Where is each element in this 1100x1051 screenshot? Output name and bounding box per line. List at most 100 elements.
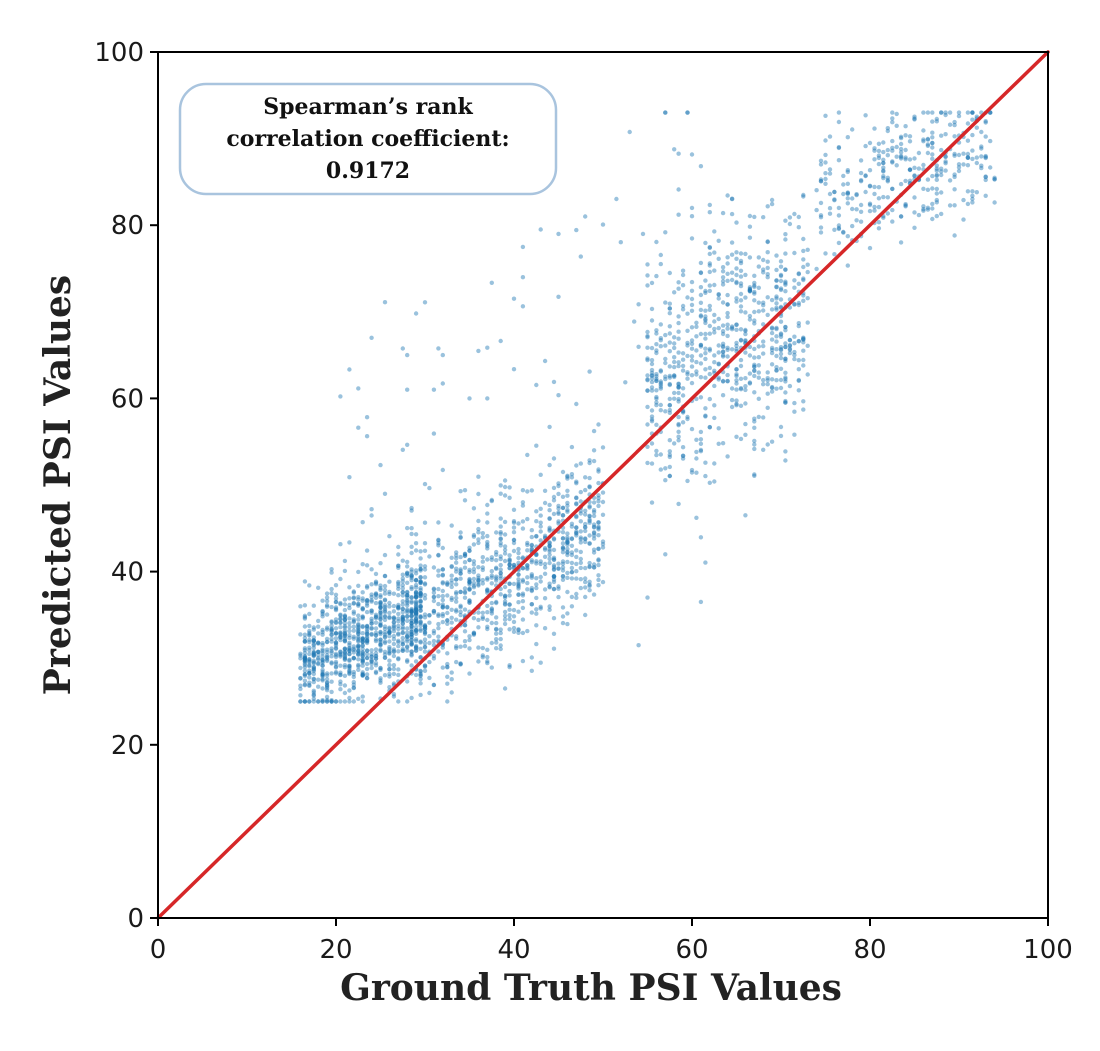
data-point xyxy=(591,592,597,597)
data-point xyxy=(529,528,534,533)
data-point xyxy=(836,213,842,218)
data-point xyxy=(373,656,379,661)
data-point xyxy=(979,146,984,151)
data-point xyxy=(342,617,348,622)
data-point xyxy=(645,283,650,288)
data-point xyxy=(591,533,597,538)
data-point xyxy=(445,593,450,598)
data-point xyxy=(445,681,450,686)
data-point xyxy=(413,645,419,650)
data-point xyxy=(311,666,316,671)
data-point xyxy=(382,598,388,603)
data-point xyxy=(320,667,325,673)
data-point xyxy=(378,600,383,605)
data-point xyxy=(364,598,370,603)
data-point xyxy=(356,643,361,648)
data-point xyxy=(311,658,316,663)
data-point xyxy=(369,599,374,604)
data-point xyxy=(405,593,410,598)
data-point xyxy=(516,577,521,582)
data-point xyxy=(934,177,939,182)
data-point xyxy=(689,426,695,432)
data-point xyxy=(525,548,530,553)
data-point xyxy=(307,628,312,634)
data-point xyxy=(574,554,579,560)
data-point xyxy=(547,516,552,521)
data-point xyxy=(311,692,316,697)
data-point xyxy=(725,314,730,320)
data-point xyxy=(529,575,534,580)
annotation-line-1: Spearman’s rank xyxy=(263,94,473,120)
data-point xyxy=(565,540,570,545)
data-point xyxy=(551,573,557,579)
data-point xyxy=(858,178,864,183)
data-point xyxy=(338,635,343,640)
data-point xyxy=(454,550,459,555)
data-point xyxy=(360,653,365,658)
data-point xyxy=(378,561,383,566)
data-point xyxy=(565,493,570,498)
data-point xyxy=(542,547,548,552)
data-point xyxy=(583,525,588,530)
data-point xyxy=(712,360,717,365)
data-point xyxy=(356,631,361,636)
data-point xyxy=(409,575,414,580)
data-point xyxy=(845,181,850,186)
data-point xyxy=(480,531,485,536)
data-point xyxy=(324,694,330,700)
data-point xyxy=(738,298,744,303)
data-point xyxy=(756,375,761,380)
data-point xyxy=(405,639,410,644)
data-point xyxy=(445,621,450,626)
data-point xyxy=(364,666,370,672)
data-point xyxy=(689,325,695,330)
data-point xyxy=(405,634,410,639)
data-point xyxy=(841,229,846,235)
data-point xyxy=(783,400,788,405)
data-point xyxy=(400,630,405,636)
data-point xyxy=(467,634,472,639)
data-point xyxy=(454,556,459,561)
data-point xyxy=(307,657,312,662)
data-point xyxy=(654,372,659,377)
data-point xyxy=(409,599,414,604)
data-point xyxy=(716,343,721,348)
data-point xyxy=(302,655,308,661)
data-point xyxy=(391,591,397,596)
data-point xyxy=(663,356,668,362)
data-point xyxy=(498,646,503,652)
data-point xyxy=(747,381,753,386)
data-point xyxy=(360,637,365,642)
data-point xyxy=(560,505,566,511)
data-point xyxy=(921,139,926,144)
plot-frame xyxy=(157,51,1049,919)
data-point xyxy=(396,649,401,654)
data-point xyxy=(890,186,895,191)
data-point xyxy=(587,588,592,593)
data-point xyxy=(324,639,330,645)
data-point xyxy=(663,230,668,235)
data-point xyxy=(413,619,419,624)
data-point xyxy=(796,338,801,344)
data-point xyxy=(551,574,557,579)
data-point xyxy=(431,586,437,591)
data-point xyxy=(596,562,601,568)
data-point xyxy=(422,624,428,629)
data-point xyxy=(654,394,659,400)
data-point xyxy=(654,374,659,379)
data-point xyxy=(324,658,330,664)
data-point xyxy=(525,563,530,568)
data-point xyxy=(440,613,445,619)
data-point xyxy=(360,663,365,668)
data-point xyxy=(409,613,414,619)
data-point xyxy=(792,352,797,358)
data-point xyxy=(396,604,401,610)
data-point xyxy=(373,595,379,600)
data-point xyxy=(320,627,325,633)
data-point xyxy=(934,172,939,177)
data-point xyxy=(551,564,557,570)
data-point xyxy=(511,563,517,568)
data-point xyxy=(756,285,761,290)
data-point xyxy=(774,253,779,258)
data-point xyxy=(369,626,374,631)
